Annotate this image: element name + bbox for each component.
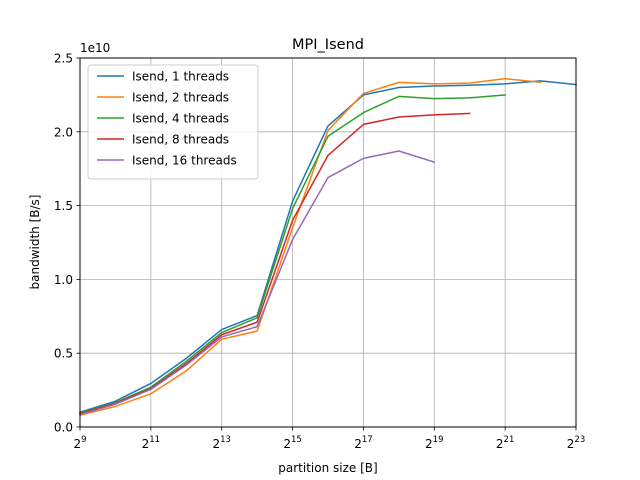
x-tick-exponent: 11 — [149, 435, 160, 445]
chart-title: MPI_Isend — [292, 37, 364, 53]
y-tick-label: 0.5 — [54, 347, 73, 361]
x-tick-label: 215 — [283, 435, 301, 451]
y-offset-text: 1e10 — [80, 41, 110, 55]
x-tick-base: 2 — [354, 437, 362, 451]
x-tick-base: 2 — [425, 437, 433, 451]
x-tick-label: 213 — [212, 435, 230, 451]
x-tick-base: 2 — [567, 437, 575, 451]
y-tick-label: 2.5 — [54, 52, 73, 66]
legend-box — [87, 64, 259, 180]
x-tick-label: 217 — [354, 435, 372, 451]
x-tick-base: 2 — [496, 437, 504, 451]
y-tick-label: 0.0 — [54, 421, 73, 435]
series-line-3 — [79, 94, 506, 414]
legend-label: Isend, 16 threads — [132, 154, 237, 168]
x-tick-base: 2 — [283, 437, 291, 451]
x-tick-label: 29 — [73, 435, 86, 451]
plot-frame — [79, 57, 577, 428]
x-tick-base: 2 — [73, 437, 81, 451]
x-tick-exponent: 21 — [504, 435, 515, 445]
series-line-2 — [79, 77, 542, 417]
y-tick-label: 2.0 — [54, 125, 73, 139]
x-tick-label: 223 — [567, 435, 585, 451]
y-tick-label: 1.5 — [54, 199, 73, 213]
x-tick-label: 221 — [496, 435, 514, 451]
y-axis: 0.0 0.5 1.0 1.5 2.0 2.5 — [54, 52, 80, 435]
legend-label: Isend, 1 threads — [132, 70, 229, 84]
legend: Isend, 1 threads Isend, 2 threads Isend, 4… — [87, 64, 259, 180]
x-axis: 29 211 213 215 217 219 221 223 — [73, 427, 585, 451]
y-axis-label: bandwidth [B/s] — [28, 195, 42, 290]
y-tick-label: 1.0 — [54, 273, 73, 287]
legend-label: Isend, 8 threads — [132, 133, 229, 147]
x-tick-exponent: 15 — [291, 435, 302, 445]
x-tick-exponent: 13 — [220, 435, 231, 445]
series-line-5 — [79, 150, 436, 416]
x-tick-label: 211 — [142, 435, 160, 451]
series-layer — [79, 77, 577, 417]
x-tick-base: 2 — [142, 437, 150, 451]
legend-label: Isend, 2 threads — [132, 91, 229, 105]
x-tick-label: 219 — [425, 435, 443, 451]
series-line-1 — [79, 80, 577, 414]
legend-label: Isend, 4 threads — [132, 112, 229, 126]
x-axis-label: partition size [B] — [278, 461, 377, 475]
x-tick-exponent: 23 — [574, 435, 585, 445]
x-tick-exponent: 9 — [81, 435, 86, 445]
x-tick-exponent: 19 — [433, 435, 444, 445]
x-tick-base: 2 — [212, 437, 220, 451]
x-tick-exponent: 17 — [362, 435, 373, 445]
